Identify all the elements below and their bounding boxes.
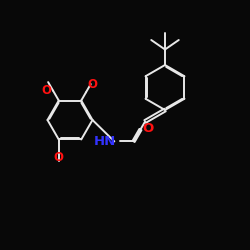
Text: O: O bbox=[142, 122, 154, 135]
Text: HN: HN bbox=[94, 135, 116, 148]
Text: O: O bbox=[42, 84, 52, 97]
Text: O: O bbox=[54, 151, 64, 164]
Text: O: O bbox=[87, 78, 97, 91]
